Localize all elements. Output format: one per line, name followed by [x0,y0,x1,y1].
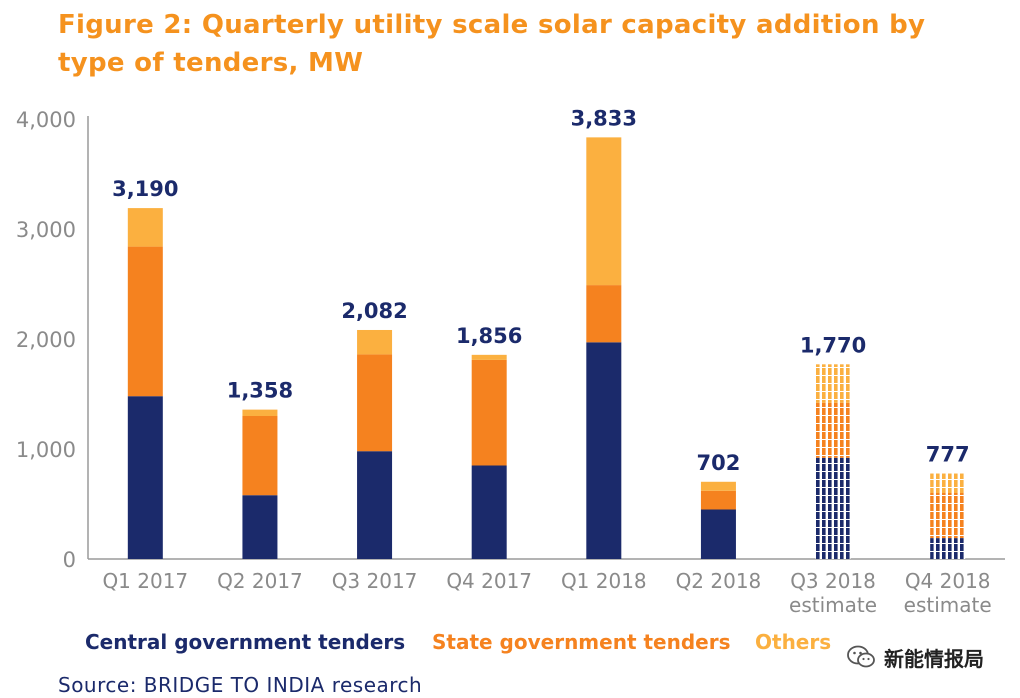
y-tick-label: 4,000 [16,108,76,132]
x-tick-label: Q1 2018 [561,569,647,593]
bar-segment-others [127,208,163,247]
bar-segment-state [127,246,163,397]
total-labels: 3,190 1,358 2,082 1,856 3,833 702 1,770 777 [112,106,970,474]
bar-segment-state [471,359,507,466]
x-tick-label: Q3 2018 estimate [789,569,877,617]
bar-segment-others [471,354,507,360]
wechat-icon [847,645,875,668]
bar-segment-state [700,490,736,510]
bar-segment-state [586,285,622,343]
watermark-text: 新能情报局 [884,646,984,671]
legend-item-state: State government tenders [432,630,731,654]
bar-segment-others [357,329,393,355]
bar-total-label: 777 [926,443,970,467]
y-axis-ticks: 0 1,000 2,000 3,000 4,000 [16,108,76,572]
bars [127,137,966,559]
x-tick-label: Q4 2018 estimate [904,569,992,617]
bar-segment-central [586,342,622,559]
x-tick-label: Q2 2018 [676,569,762,593]
bar-segment-others [700,481,736,491]
x-tick-label: Q1 2017 [102,569,188,593]
bar-segment-others [815,364,851,403]
bar-total-label: 702 [697,451,741,475]
x-axis-labels: Q1 2017 Q2 2017 Q3 2017 Q4 2017 Q1 2018 Q2 20… [102,569,991,617]
legend-item-others: Others [755,630,832,654]
bar-total-label: 1,770 [800,333,866,357]
bar-segment-central [242,495,278,559]
source-note: Source: BRIDGE TO INDIA research [58,673,423,697]
bar-segment-others [930,473,966,493]
bar-segment-others [242,409,278,416]
x-tick-label: Q2 2017 [217,569,303,593]
bar-segment-central [700,509,736,559]
bar-segment-state [815,402,851,458]
bar-segment-state [930,493,966,539]
y-tick-label: 3,000 [16,218,76,242]
bar-total-label: 3,833 [571,106,637,130]
bar-total-label: 1,358 [227,379,293,403]
bar-segment-others [586,137,622,286]
legend-item-central: Central government tenders [85,630,406,654]
bar-segment-state [242,416,278,496]
bar-total-label: 1,856 [456,324,522,348]
x-tick-label: Q3 2017 [332,569,418,593]
y-tick-label: 2,000 [16,328,76,352]
bar-total-label: 3,190 [112,177,178,201]
bar-segment-state [357,354,393,452]
stacked-bar-chart: 0 1,000 2,000 3,000 4,000 3,190 1,358 2,082 1,8… [16,106,1005,617]
bar-segment-central [930,538,966,559]
bar-total-label: 2,082 [341,299,407,323]
bar-segment-central [471,465,507,559]
y-tick-label: 0 [63,548,76,572]
y-tick-label: 1,000 [16,438,76,462]
watermark: 新能情报局 [840,642,990,672]
bar-segment-central [127,396,163,559]
legend: Central government tenders State governm… [0,630,1020,660]
bar-segment-central [815,457,851,559]
chart-title: Figure 2: Quarterly utility scale solar … [58,10,926,78]
x-tick-label: Q4 2017 [446,569,532,593]
bar-segment-central [357,451,393,559]
